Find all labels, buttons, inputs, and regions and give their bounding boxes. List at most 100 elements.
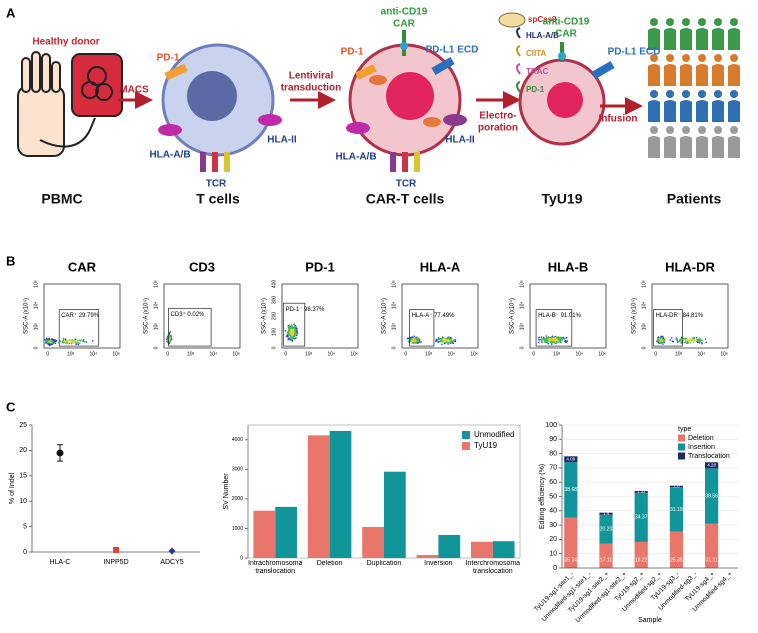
- event-dot: [45, 337, 48, 340]
- event-dot: [565, 337, 567, 339]
- event-dot: [435, 340, 437, 342]
- gate-label: CD3⁺ 0.02%: [171, 311, 206, 318]
- person-body: [664, 64, 676, 86]
- person-body: [664, 28, 676, 50]
- event-dot: [412, 338, 414, 340]
- person-head: [682, 90, 690, 98]
- legend-label: Unmodified: [474, 430, 514, 439]
- plot-title: PD-1: [305, 259, 335, 274]
- event-dot: [438, 337, 441, 340]
- label: HLA-II: [445, 135, 475, 146]
- bar-segment: [599, 512, 613, 515]
- y-tick-label: 10: [19, 498, 27, 505]
- value-label: 34.37: [635, 515, 648, 521]
- y-tick-label: 2000: [232, 496, 243, 502]
- x-tick-label: 10²: [553, 351, 561, 357]
- value-label: 38.56: [705, 493, 718, 499]
- event-dot: [284, 329, 287, 332]
- event-dot: [417, 342, 419, 344]
- event-dot: [675, 337, 678, 339]
- person-body: [664, 100, 676, 122]
- event-dot: [659, 337, 662, 340]
- event-dot: [679, 339, 682, 341]
- event-dot: [51, 340, 53, 342]
- legend-swatch: [462, 431, 470, 439]
- event-dot: [691, 340, 693, 342]
- event-dot: [538, 341, 540, 344]
- value-label: 31.11: [706, 557, 718, 563]
- event-dot: [54, 338, 56, 341]
- x-tick-label: 0: [654, 351, 657, 357]
- bar-segment: [705, 462, 719, 469]
- x-tick-label: 10⁶: [350, 351, 358, 357]
- event-dot: [62, 339, 64, 342]
- x-tick-label: 10²: [187, 351, 195, 357]
- x-tick-label: 0: [532, 351, 535, 357]
- event-dot: [413, 338, 416, 340]
- event-dot: [57, 341, 60, 344]
- event-dot: [686, 340, 689, 343]
- event-dot: [446, 340, 449, 342]
- y-tick-label: 10⁶: [641, 280, 647, 288]
- plot-title: HLA-DR: [665, 259, 715, 274]
- event-dot: [691, 338, 693, 341]
- person-head: [666, 126, 674, 134]
- event-dot: [684, 341, 686, 344]
- event-dot: [286, 331, 289, 333]
- x-tick-label: HLA-C: [49, 559, 70, 566]
- event-dot: [418, 338, 421, 341]
- person-head: [650, 90, 658, 98]
- event-dot: [546, 338, 548, 340]
- event-dot: [51, 338, 53, 340]
- event-dot: [550, 343, 553, 345]
- bar: [384, 471, 406, 558]
- person-body: [696, 28, 708, 50]
- event-dot: [68, 339, 71, 341]
- event-dot: [705, 341, 708, 344]
- event-dot: [414, 336, 417, 339]
- person-body: [712, 100, 724, 122]
- event-dot: [689, 339, 692, 342]
- event-dot: [564, 339, 567, 342]
- gate-label: HLA-A⁻ 77.49%: [412, 313, 456, 319]
- event-dot: [449, 339, 451, 342]
- y-tick-label: 100: [271, 328, 277, 337]
- person-body: [648, 136, 660, 158]
- event-dot: [80, 339, 83, 341]
- y-tick-label: 0: [153, 346, 159, 349]
- stage-label: PBMC: [41, 191, 82, 207]
- person-body: [648, 64, 660, 86]
- y-tick-label: 0: [553, 565, 557, 572]
- event-dot: [554, 340, 557, 342]
- value-label: 4.28: [707, 462, 716, 467]
- y-tick-label: 10⁶: [33, 280, 39, 288]
- person-body: [680, 136, 692, 158]
- event-dot: [450, 340, 453, 342]
- person-body: [728, 64, 740, 86]
- event-dot: [670, 337, 673, 339]
- label: TRAC: [526, 67, 548, 76]
- gate-label: CAR⁺ 29.79%: [61, 312, 100, 319]
- bar-segment: [705, 523, 719, 568]
- person-head: [730, 54, 738, 62]
- x-tick-label: 0: [284, 351, 287, 357]
- event-dot: [296, 329, 298, 332]
- y-tick-label: 5: [23, 523, 27, 530]
- event-dot: [414, 339, 417, 342]
- label: Healthy donor: [32, 37, 99, 48]
- value-label: 1.0: [673, 484, 680, 489]
- event-dot: [658, 340, 660, 342]
- event-dot: [696, 339, 698, 341]
- x-label-box: Intrachromosomal translocation: [248, 560, 302, 575]
- x-tick-label: 10⁶: [232, 351, 240, 357]
- value-label: 4.09: [566, 456, 575, 461]
- event-dot: [695, 339, 697, 342]
- legend-label: Deletion: [688, 435, 714, 442]
- bar-segment: [669, 531, 683, 568]
- event-dot: [293, 327, 296, 330]
- event-dot: [538, 339, 540, 341]
- x-tick-label: 0: [166, 351, 169, 357]
- x-tick-label: 10⁶: [720, 351, 728, 357]
- event-dot: [77, 343, 80, 346]
- event-dot: [46, 338, 49, 341]
